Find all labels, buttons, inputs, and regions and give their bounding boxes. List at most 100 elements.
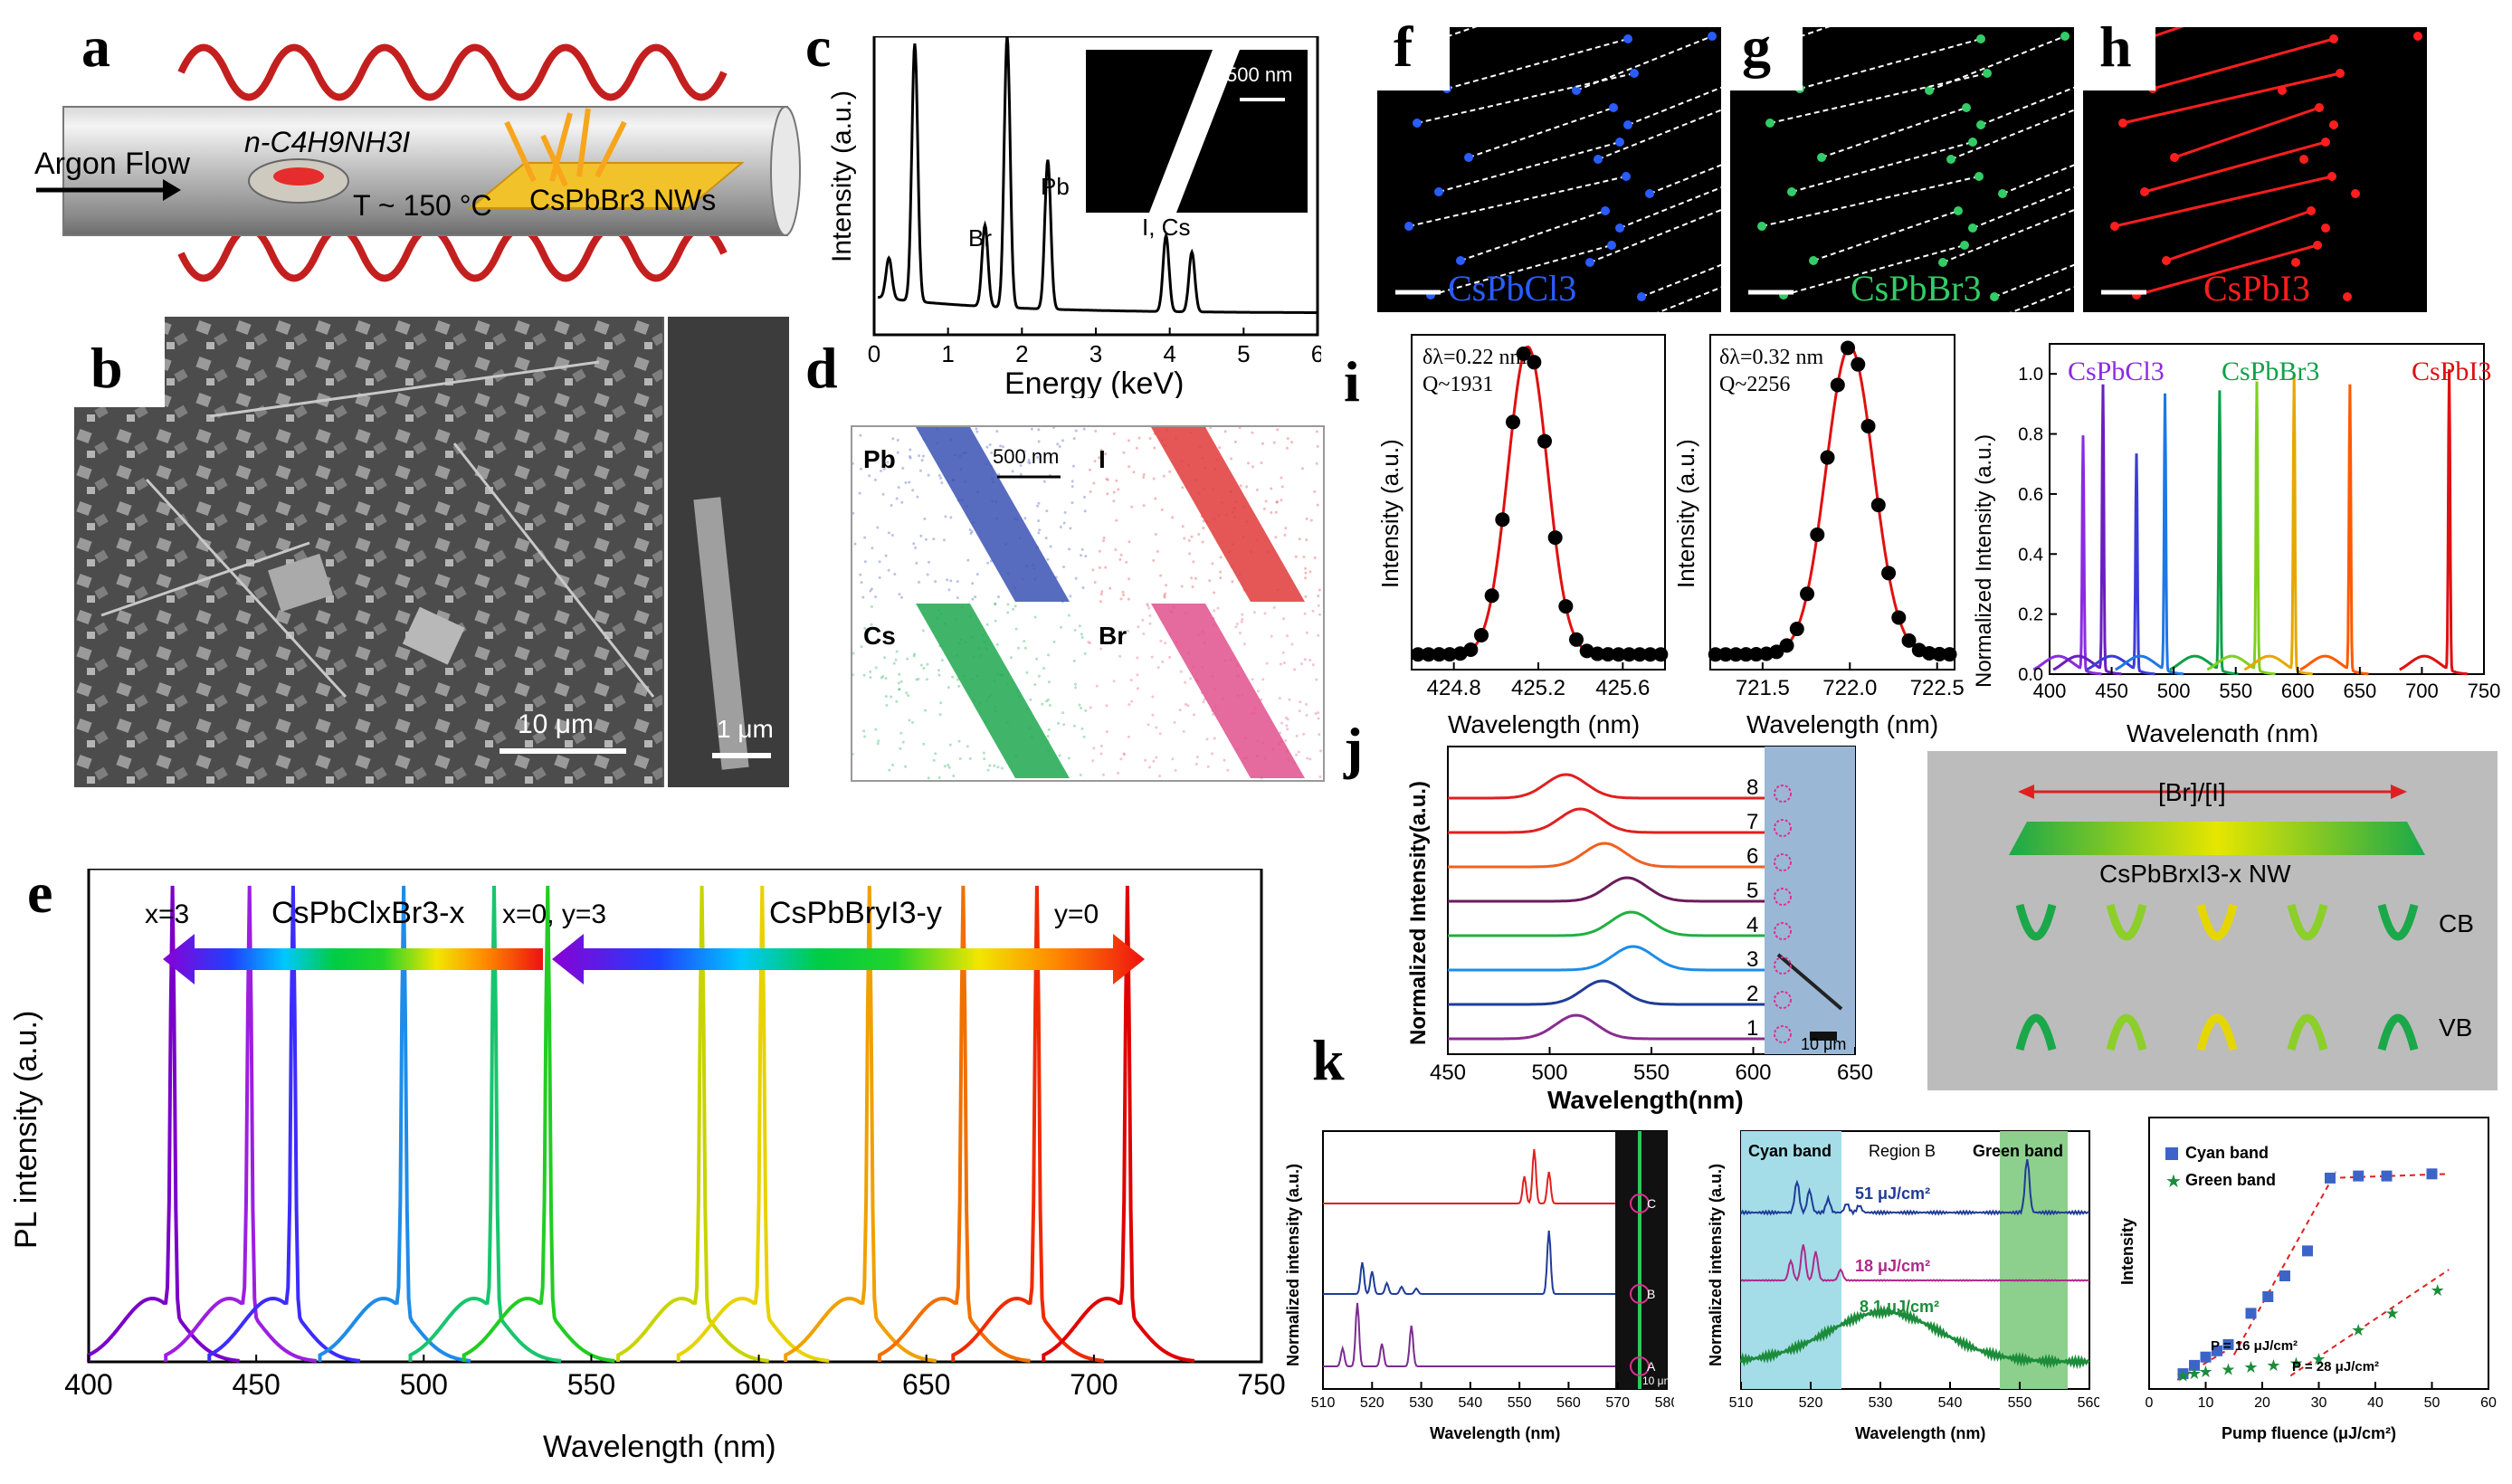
i-tick: 722.5 (1910, 676, 1964, 700)
data-point (1537, 434, 1552, 449)
data-point (1569, 633, 1584, 647)
sem-image: 10 μm 1 μm (74, 317, 789, 787)
e-y0: y=0 (1054, 899, 1099, 929)
i-tick: 425.2 (1511, 676, 1565, 700)
panel-label-a: a (81, 14, 110, 81)
j-trace-label: 3 (1746, 947, 1758, 972)
data-point (1831, 377, 1845, 392)
k3-tick: 20 (2254, 1395, 2270, 1411)
panel-i-mid: δλ=0.32 nm Q~2256 721.5 722.0 722.5 Wavele… (1665, 326, 1964, 742)
c-tick: 2 (1015, 340, 1028, 367)
k-mid-f8: 8.1 μJ/cm² (1860, 1298, 1939, 1316)
eds-map-label: Br (1099, 622, 1127, 650)
i3-tick: 450 (2095, 680, 2128, 702)
data-point (1821, 451, 1835, 465)
c-tick: 0 (868, 340, 880, 367)
i-right-br: CsPbBr3 (2222, 357, 2319, 386)
k1-tick: 530 (1409, 1395, 1433, 1411)
data-point (1485, 588, 1499, 603)
vb-band (2110, 1018, 2143, 1050)
panel-label-h: h (2099, 14, 2132, 81)
data-point (1474, 628, 1489, 642)
panel-j-spectra: 8 7 6 5 4 3 2 1 10 μm 450 500 550 600 650 Wavelengt… (1384, 737, 1873, 1118)
i-mid-note2: Q~2256 (1719, 373, 1790, 396)
k2-tick: 540 (1938, 1395, 1963, 1411)
e-arrow-right (552, 934, 1145, 985)
data-point (1851, 357, 1865, 372)
e-tick: 550 (567, 1368, 615, 1401)
vb-band (2020, 1018, 2052, 1050)
k-mid-green: Green band (1973, 1142, 2063, 1160)
e-tick: 450 (232, 1368, 280, 1401)
e-ylabel: PL intensity (a.u.) (9, 1011, 43, 1249)
i3-tick: 750 (2468, 680, 2501, 702)
panel-label-k: k (1312, 1027, 1345, 1094)
panel-label-b: b (90, 335, 123, 402)
data-point (1800, 586, 1814, 601)
heater-coil-top (181, 48, 724, 98)
panel-j-band: [Br]/[I] CsPbBrxI3-x NW CB VB (1927, 751, 2498, 1090)
panel-label-d: d (805, 335, 838, 402)
k-left-trace-a (1323, 1303, 1618, 1366)
i3-tick: 650 (2343, 680, 2376, 702)
k-right-ylabel: Intensity (2118, 1218, 2136, 1285)
i-right-ylabel: Normalized Intensity (a.u.) (1972, 434, 1996, 688)
eds-map-i: I (1088, 427, 1321, 603)
k-right-leg-cyan: Cyan band (2185, 1144, 2269, 1162)
i-tick: 424.8 (1427, 676, 1481, 700)
k-mid-region: Region B (1869, 1142, 1936, 1160)
cyan-point (2427, 1168, 2438, 1179)
i3-ytick: 0.8 (2018, 425, 2043, 445)
cyan-point (2353, 1171, 2364, 1182)
k-mid-cyan: Cyan band (1748, 1142, 1832, 1160)
green-point: ★ (2221, 1361, 2235, 1379)
cb-band (2291, 905, 2324, 937)
e-x0: x=0, y=3 (502, 899, 606, 929)
data-point (1841, 340, 1855, 355)
green-point: ★ (2385, 1304, 2400, 1322)
argon-label: Argon Flow (34, 147, 190, 181)
k-mid-xlabel: Wavelength (nm) (1855, 1424, 1985, 1442)
peak-br: Br (968, 224, 992, 252)
vb-band (2382, 1018, 2414, 1050)
i3-ytick: 0.6 (2018, 485, 2043, 505)
i-mid-note1: δλ=0.32 nm (1719, 346, 1823, 369)
c-tick: 5 (1237, 340, 1250, 367)
e-right-formula: CsPbBryI3-y (769, 896, 942, 930)
k-left-point: A (1647, 1359, 1656, 1374)
panel-k-right: ★★★ ★ ★ ★ ★ ★★★★ Cyan band ★ Green band P = 1… (2113, 1104, 2502, 1466)
scale-inset: 1 μm (717, 715, 774, 743)
k-left-ylabel: Normalized intensity (a.u.) (1284, 1164, 1302, 1366)
j-tick: 650 (1837, 1061, 1873, 1085)
e-arrow-left (163, 934, 543, 985)
j-cb: CB (2439, 909, 2474, 937)
j-trace-label: 6 (1746, 844, 1758, 869)
k-right-xlabel: Pump fluence (μJ/cm²) (2222, 1424, 2396, 1442)
i3-ytick: 1.0 (2018, 365, 2043, 385)
eds-map-cs: Cs (852, 603, 1087, 779)
panel-label-f: f (1394, 14, 1413, 81)
e-x3: x=3 (145, 899, 189, 929)
k2-tick: 550 (2008, 1395, 2032, 1411)
j-scale: 10 μm (1801, 1035, 1846, 1053)
nw-bar (2009, 822, 2425, 855)
i-left-ylabel: Intensity (a.u.) (1376, 439, 1403, 588)
cb-band (2110, 905, 2143, 937)
panel-i-left: δλ=0.22 nm Q~1931 424.8 425.2 425.6 Wavele… (1375, 326, 1674, 742)
c-ylabel: Intensity (a.u.) (827, 90, 857, 262)
precursor-label: n-C4H9NH3I (244, 126, 410, 158)
c-tick: 4 (1163, 340, 1175, 367)
i-right-spectra (2033, 369, 2468, 674)
product-label: CsPbBr3 NWs (529, 184, 716, 216)
i3-ytick: 0.0 (2018, 665, 2043, 685)
i-right-i: CsPbI3 (2412, 357, 2491, 386)
green-point: ★ (2198, 1363, 2212, 1381)
j-tick: 500 (1531, 1061, 1567, 1085)
i-mid-xlabel: Wavelength (nm) (1746, 710, 1938, 738)
k1-tick: 550 (1508, 1395, 1532, 1411)
g-label: CsPbBr3 (1851, 267, 1982, 309)
i3-tick: 700 (2405, 680, 2439, 702)
k1-tick: 580 (1655, 1395, 1674, 1411)
j-nw: CsPbBrxI3-x NW (2099, 860, 2291, 888)
i-right-peak-722 (2400, 369, 2469, 674)
